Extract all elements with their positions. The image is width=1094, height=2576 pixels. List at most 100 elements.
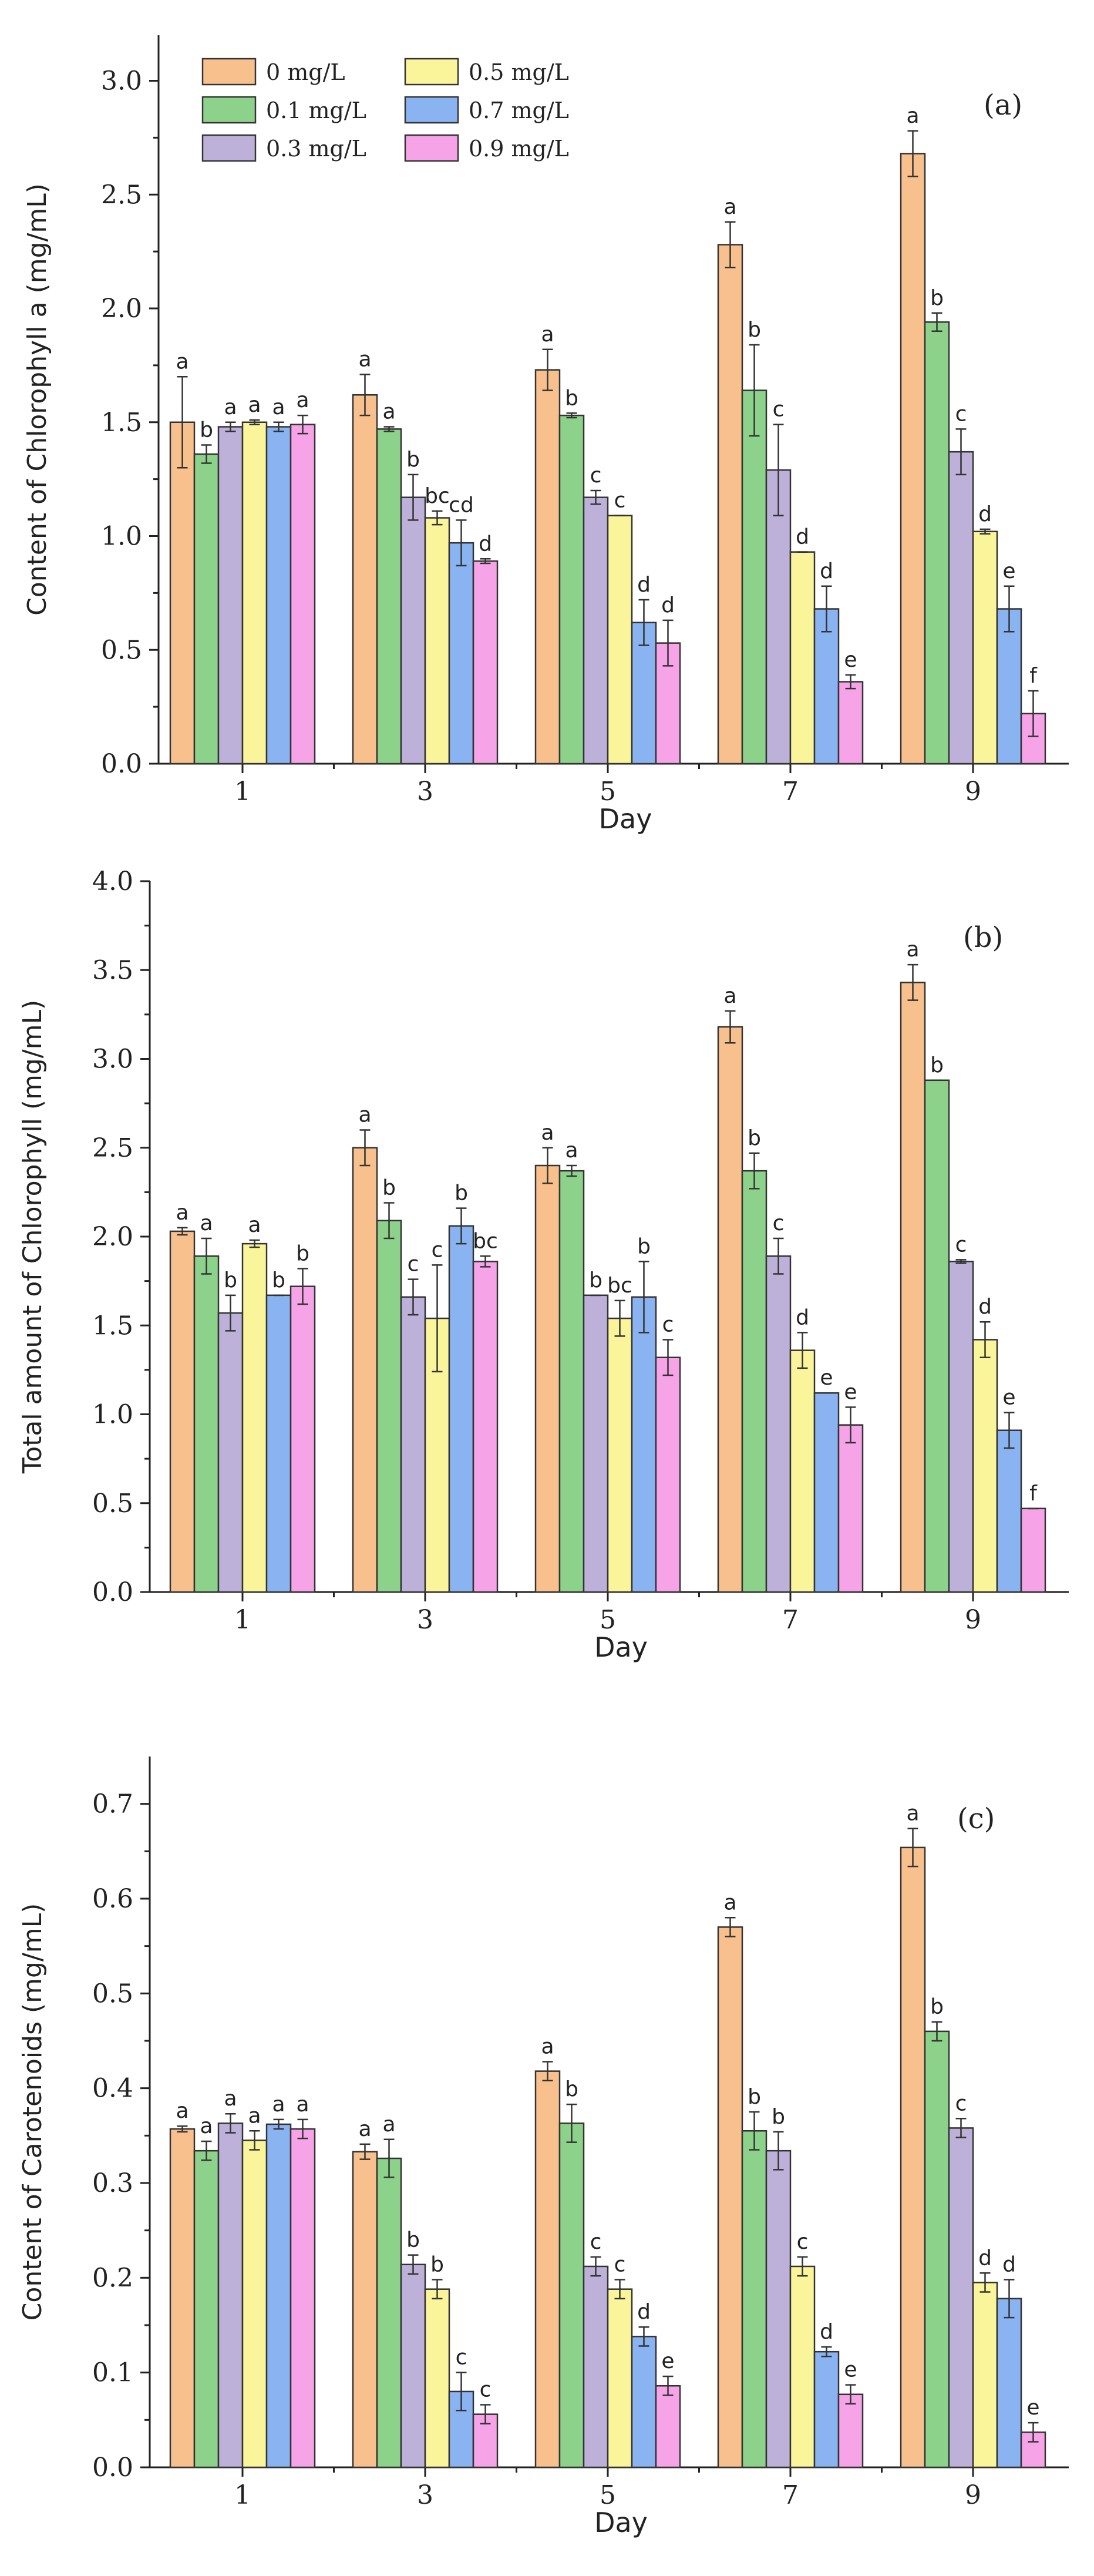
y-axis-title: Total amount of Chlorophyll (mg/mL) bbox=[18, 1000, 48, 1474]
bar bbox=[813, 2350, 840, 2468]
significance-letter: c bbox=[773, 1211, 785, 1235]
significance-letter: b bbox=[930, 286, 944, 310]
y-tick-label: 0.3 bbox=[92, 2168, 133, 2198]
legend-item: 0.9 mg/L bbox=[404, 134, 569, 162]
bar bbox=[900, 1846, 926, 2468]
legend-label: 0.1 mg/L bbox=[266, 98, 366, 123]
y-tick-label: 3.5 bbox=[92, 955, 133, 985]
significance-letter: e bbox=[1002, 1385, 1015, 1409]
bar bbox=[169, 2128, 196, 2468]
y-tick-label: 2.5 bbox=[101, 180, 142, 210]
significance-letter: a bbox=[176, 350, 188, 374]
y-tick-label: 1.5 bbox=[101, 408, 142, 438]
legend-item: 0.3 mg/L bbox=[201, 134, 366, 162]
significance-letter: b bbox=[772, 2105, 785, 2129]
significance-letter: d bbox=[820, 2320, 833, 2344]
x-axis-title: Day bbox=[594, 2507, 648, 2538]
significance-letter: a bbox=[541, 323, 554, 347]
x-tick-label: 9 bbox=[965, 1605, 981, 1635]
significance-letter: c bbox=[614, 2253, 626, 2277]
bar bbox=[376, 1220, 402, 1593]
significance-letter: bc bbox=[473, 1229, 498, 1253]
bar bbox=[217, 1312, 244, 1593]
significance-letter: b bbox=[430, 2253, 444, 2277]
legend-label: 0 mg/L bbox=[266, 59, 345, 85]
legend-swatch bbox=[404, 58, 459, 86]
bar bbox=[472, 560, 499, 765]
significance-letter: b bbox=[406, 448, 420, 472]
bar bbox=[376, 2157, 402, 2468]
significance-letter: c bbox=[590, 2230, 602, 2254]
bar bbox=[631, 2336, 657, 2468]
significance-letter: c bbox=[456, 2346, 467, 2370]
bar bbox=[717, 1026, 743, 1593]
significance-letter: e bbox=[1026, 2396, 1039, 2420]
significance-letter: a bbox=[296, 388, 309, 412]
bar bbox=[789, 551, 816, 765]
bar bbox=[813, 1392, 840, 1593]
bar bbox=[424, 2288, 450, 2468]
bar bbox=[424, 517, 450, 765]
y-tick-label: 3.0 bbox=[92, 1044, 133, 1074]
y-tick-label: 0.0 bbox=[101, 749, 142, 779]
bar bbox=[217, 2122, 244, 2468]
bar bbox=[534, 1164, 561, 1593]
bar bbox=[290, 424, 316, 765]
y-tick-label: 0.5 bbox=[101, 635, 142, 665]
chart-panel-b: 0.00.51.01.52.02.53.03.54.01a ababb3abccb… bbox=[18, 866, 1069, 1663]
significance-letter: e bbox=[844, 1380, 857, 1404]
bar bbox=[948, 1261, 974, 1593]
bar bbox=[534, 369, 561, 765]
bar bbox=[472, 1261, 499, 1593]
bar bbox=[837, 2393, 864, 2468]
significance-letter: a bbox=[723, 1890, 736, 1915]
bar bbox=[607, 515, 633, 765]
x-axis-title: Day bbox=[594, 1631, 648, 1663]
y-tick-label: 1.0 bbox=[92, 1400, 133, 1430]
y-tick-label: 0.2 bbox=[92, 2263, 133, 2293]
significance-letter: a bbox=[541, 1121, 554, 1145]
significance-letter: a bbox=[224, 2087, 237, 2111]
significance-letter: b bbox=[748, 1126, 761, 1150]
significance-letter: b bbox=[455, 1181, 468, 1205]
y-tick-label: 1.5 bbox=[92, 1311, 133, 1341]
bar bbox=[448, 1225, 474, 1593]
significance-letter: cd bbox=[449, 493, 474, 517]
bar bbox=[972, 1339, 998, 1593]
significance-letter: e bbox=[1002, 559, 1015, 583]
significance-letter: a bbox=[272, 395, 285, 419]
significance-letter: a bbox=[382, 2112, 395, 2137]
y-tick-label: 1.0 bbox=[101, 522, 142, 552]
bar bbox=[631, 622, 657, 765]
significance-letter: c bbox=[590, 464, 602, 488]
bar bbox=[352, 1147, 378, 1593]
bar bbox=[265, 1294, 292, 1593]
bar bbox=[996, 2298, 1022, 2468]
significance-letter: a bbox=[176, 2099, 188, 2123]
significance-letter: bc bbox=[607, 1274, 632, 1298]
significance-letter: d bbox=[978, 1295, 992, 1319]
significance-letter: c bbox=[408, 1252, 419, 1277]
bar bbox=[948, 451, 974, 765]
bar bbox=[290, 1285, 316, 1593]
bar bbox=[741, 1170, 768, 1593]
bar bbox=[765, 1255, 792, 1593]
significance-letter: a bbox=[723, 984, 736, 1008]
bar bbox=[900, 153, 926, 765]
significance-letter: a bbox=[200, 2114, 213, 2138]
bar bbox=[924, 2030, 950, 2468]
significance-letter: c bbox=[797, 2230, 809, 2254]
bar bbox=[765, 469, 792, 765]
x-tick-label: 3 bbox=[417, 2480, 433, 2510]
bar bbox=[813, 608, 840, 765]
x-tick-label: 3 bbox=[417, 777, 433, 807]
x-tick-label: 9 bbox=[965, 2480, 981, 2510]
bar bbox=[837, 681, 864, 765]
bar bbox=[265, 426, 292, 765]
bar bbox=[924, 321, 950, 765]
bar bbox=[741, 389, 768, 765]
significance-letter: a bbox=[906, 104, 919, 128]
significance-letter: b bbox=[200, 418, 213, 442]
